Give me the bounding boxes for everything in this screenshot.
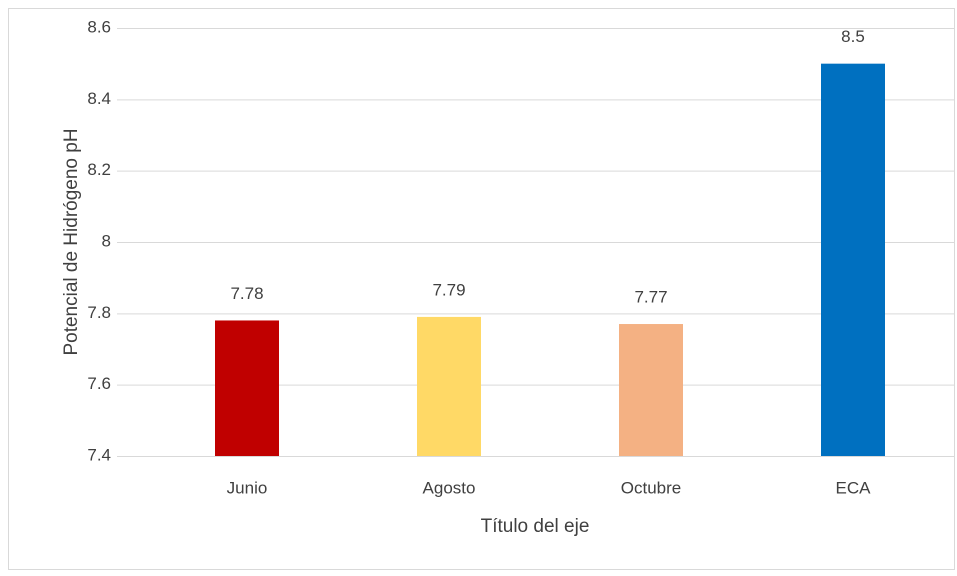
data-label: 8.5 [841,27,865,46]
y-tick-label: 8.6 [87,17,111,36]
x-tick-label: ECA [836,478,872,497]
data-label: 7.78 [230,284,263,303]
bar [821,63,885,457]
y-tick-label: 7.8 [87,303,111,322]
y-tick-label: 8.4 [87,89,111,108]
bar [417,316,481,456]
data-label: 7.79 [432,280,465,299]
bar [215,320,279,456]
chart-border [8,8,955,570]
y-axis-title: Potencial de Hidrógeno pH [61,128,82,355]
x-tick-label: Octubre [621,478,681,497]
y-tick-label: 8.2 [87,160,111,179]
bar [619,324,683,456]
x-axis-title: Título del eje [481,516,590,537]
y-tick-label: 7.4 [87,445,111,464]
x-tick-label: Agosto [423,478,476,497]
y-tick-label: 8 [102,231,111,250]
data-label: 7.77 [634,288,667,307]
x-tick-label: Junio [227,478,268,497]
y-tick-label: 7.6 [87,374,111,393]
